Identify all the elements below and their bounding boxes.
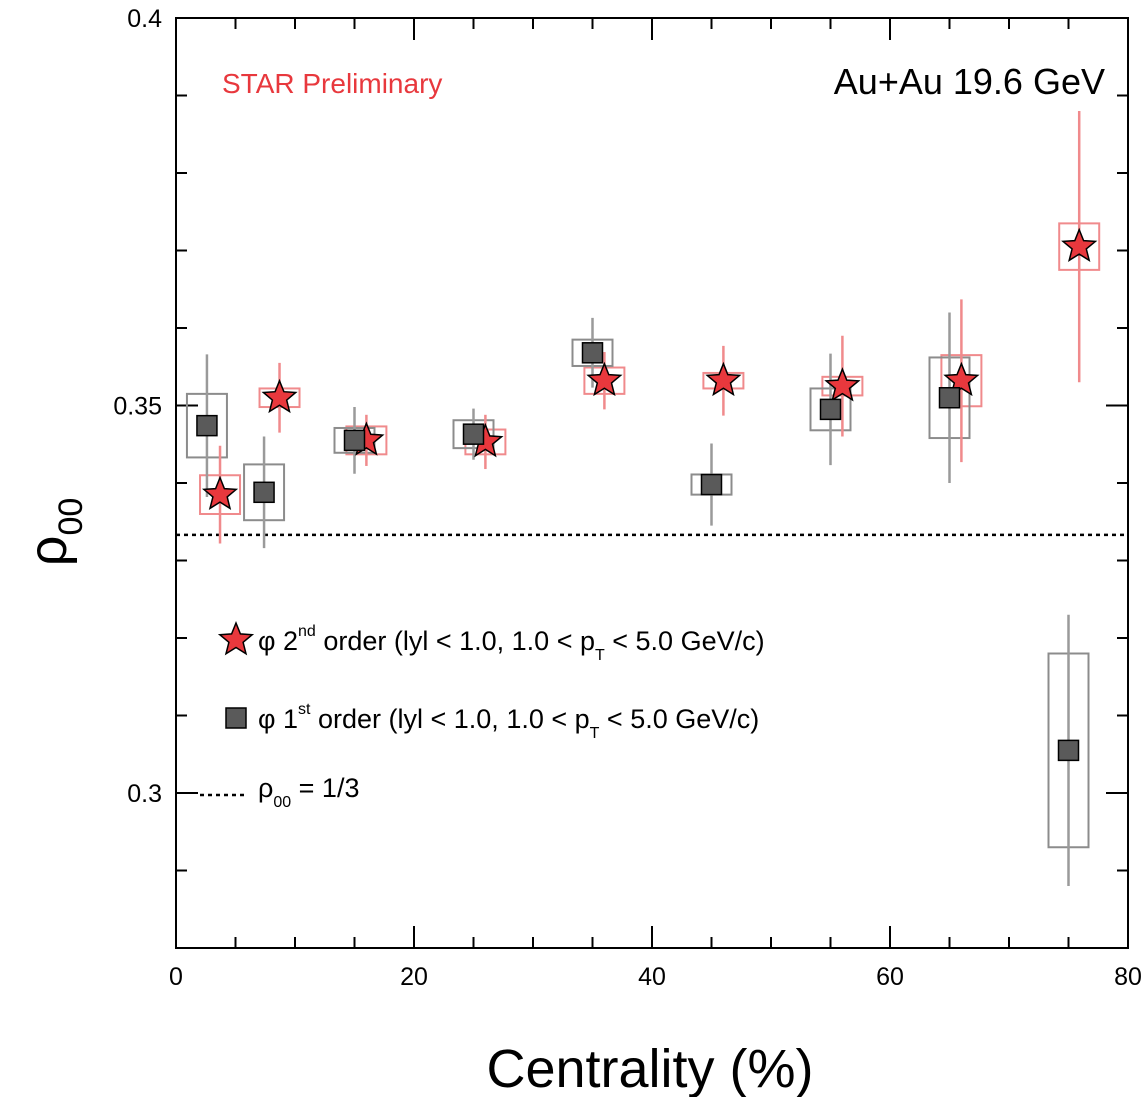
x-tick-label: 80 <box>1114 963 1142 991</box>
x-axis-title: Centrality (%) <box>486 1039 813 1097</box>
second-order-star-point <box>201 475 239 511</box>
first-order-square-point <box>1057 739 1080 762</box>
first-order-square-point <box>196 414 218 437</box>
second-order-star-point <box>1061 227 1098 263</box>
y-tick-label: 0.4 <box>127 5 162 33</box>
star-preliminary-label: STAR Preliminary <box>222 68 442 99</box>
axis-ticks <box>175 17 1129 949</box>
first-order-square-point <box>462 423 485 445</box>
legend-item-square: φ 1st order (lyl < 1.0, 1.0 < pT < 5.0 G… <box>225 701 759 742</box>
second-order-star-point <box>261 378 298 414</box>
first-order-square-point <box>253 481 275 504</box>
statistical-error-bars <box>205 111 1081 886</box>
legend-label: ρ00 = 1/3 <box>258 773 359 811</box>
x-tick-label: 60 <box>876 963 904 991</box>
legend-item-dotted-line: ρ00 = 1/3 <box>200 773 359 811</box>
y-axis-title-sub: 00 <box>52 498 90 536</box>
x-tick-label: 40 <box>638 963 666 991</box>
x-tick-label: 20 <box>400 963 428 991</box>
collision-system-label: Au+Au 19.6 GeV <box>834 61 1105 102</box>
first-order-square-point <box>938 387 961 409</box>
second-order-star-point <box>824 367 861 402</box>
data-markers <box>196 227 1098 762</box>
second-order-star-point <box>586 361 623 397</box>
legend: φ 2nd order (lyl < 1.0, 1.0 < pT < 5.0 G… <box>200 620 765 811</box>
x-tick-label: 0 <box>169 963 183 991</box>
legend-square-marker <box>225 707 247 729</box>
y-tick-label: 0.3 <box>127 780 162 808</box>
first-order-square-point <box>581 342 604 364</box>
first-order-square-point <box>343 429 366 452</box>
first-order-square-point <box>700 473 723 496</box>
tick-labels: 0 20 40 60 80 0.3 0.35 0.4 <box>113 5 1142 991</box>
legend-star-marker <box>217 620 255 656</box>
legend-item-star: φ 2nd order (lyl < 1.0, 1.0 < pT < 5.0 G… <box>217 620 765 664</box>
legend-label: φ 2nd order (lyl < 1.0, 1.0 < pT < 5.0 G… <box>258 623 765 664</box>
first-order-square-point <box>819 398 842 421</box>
svg-text:ρ00: ρ00 <box>18 498 90 567</box>
second-order-star-point <box>705 361 742 397</box>
second-order-star-point <box>943 361 980 397</box>
y-axis-title: ρ00 <box>18 498 90 567</box>
y-tick-label: 0.35 <box>113 393 162 421</box>
legend-label: φ 1st order (lyl < 1.0, 1.0 < pT < 5.0 G… <box>258 701 759 742</box>
plot-frame <box>175 17 1129 949</box>
y-axis-title-base: ρ <box>18 536 78 567</box>
